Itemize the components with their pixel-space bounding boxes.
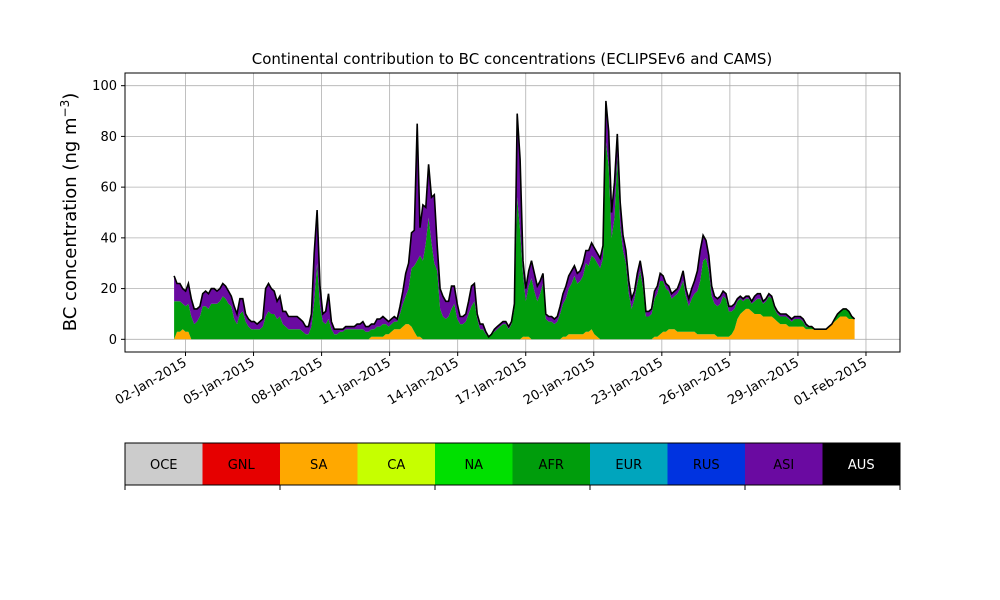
legend-label-asi: ASI	[773, 458, 794, 473]
colorbar-legend: OCE GNL SA CA NA AFR EUR RUS ASI AUS	[124, 442, 901, 490]
legend-swatch-eur	[590, 443, 668, 485]
legend-label-sa: SA	[310, 458, 327, 473]
legend-label-gnl: GNL	[228, 458, 256, 473]
legend-swatch-asi	[745, 443, 823, 485]
legend-swatch-ca	[357, 443, 435, 485]
y-tick-label: 80	[100, 130, 117, 145]
legend-swatch-rus	[667, 443, 745, 485]
legend-swatch-afr	[512, 443, 590, 485]
grid-lines	[125, 73, 900, 352]
legend-swatch-aus	[822, 443, 900, 485]
legend-label-afr: AFR	[539, 458, 564, 473]
legend-label-eur: EUR	[615, 458, 642, 473]
x-tick-label: 11-Jan-2015	[317, 355, 394, 408]
x-tick-label: 02-Jan-2015	[113, 355, 190, 408]
x-tick-label: 20-Jan-2015	[521, 355, 598, 408]
x-tick-label: 26-Jan-2015	[657, 355, 734, 408]
legend-label-oce: OCE	[150, 458, 178, 473]
legend-swatch-oce	[125, 443, 203, 485]
legend-label-na: NA	[464, 458, 483, 473]
y-tick-label: 40	[100, 231, 117, 246]
y-tick-label: 0	[109, 333, 117, 348]
x-tick-label: 23-Jan-2015	[589, 355, 666, 408]
stacked-areas	[173, 100, 856, 340]
legend-frame	[124, 442, 901, 486]
y-tick-label: 20	[100, 282, 117, 297]
y-axis-label: BC concentration (ng m−3)	[58, 93, 81, 332]
y-tick-label: 60	[100, 181, 117, 196]
x-tick-label: 17-Jan-2015	[453, 355, 530, 408]
y-tick-label: 100	[92, 79, 117, 94]
legend-label-ca: CA	[387, 458, 405, 473]
x-tick-label: 05-Jan-2015	[181, 355, 258, 408]
legend-swatch-gnl	[202, 443, 280, 485]
area-sa	[174, 308, 855, 340]
legend-swatch-na	[435, 443, 513, 485]
x-tick-label: 14-Jan-2015	[385, 355, 462, 408]
legend-swatch-sa	[280, 443, 358, 485]
axes: 0 20 40 60 80 100 02-Jan-201505-Jan-201508-Jan…	[92, 72, 901, 409]
legend-label-rus: RUS	[693, 458, 720, 473]
total-line	[173, 100, 856, 339]
legend-label-aus: AUS	[848, 458, 875, 473]
x-tick-label: 08-Jan-2015	[249, 355, 326, 408]
x-tick-label: 29-Jan-2015	[725, 355, 802, 408]
plot-frame	[124, 72, 901, 353]
chart-title: Continental contribution to BC concentra…	[252, 50, 773, 68]
area-afr	[174, 141, 855, 340]
x-tick-label: 01-Feb-2015	[791, 355, 870, 409]
